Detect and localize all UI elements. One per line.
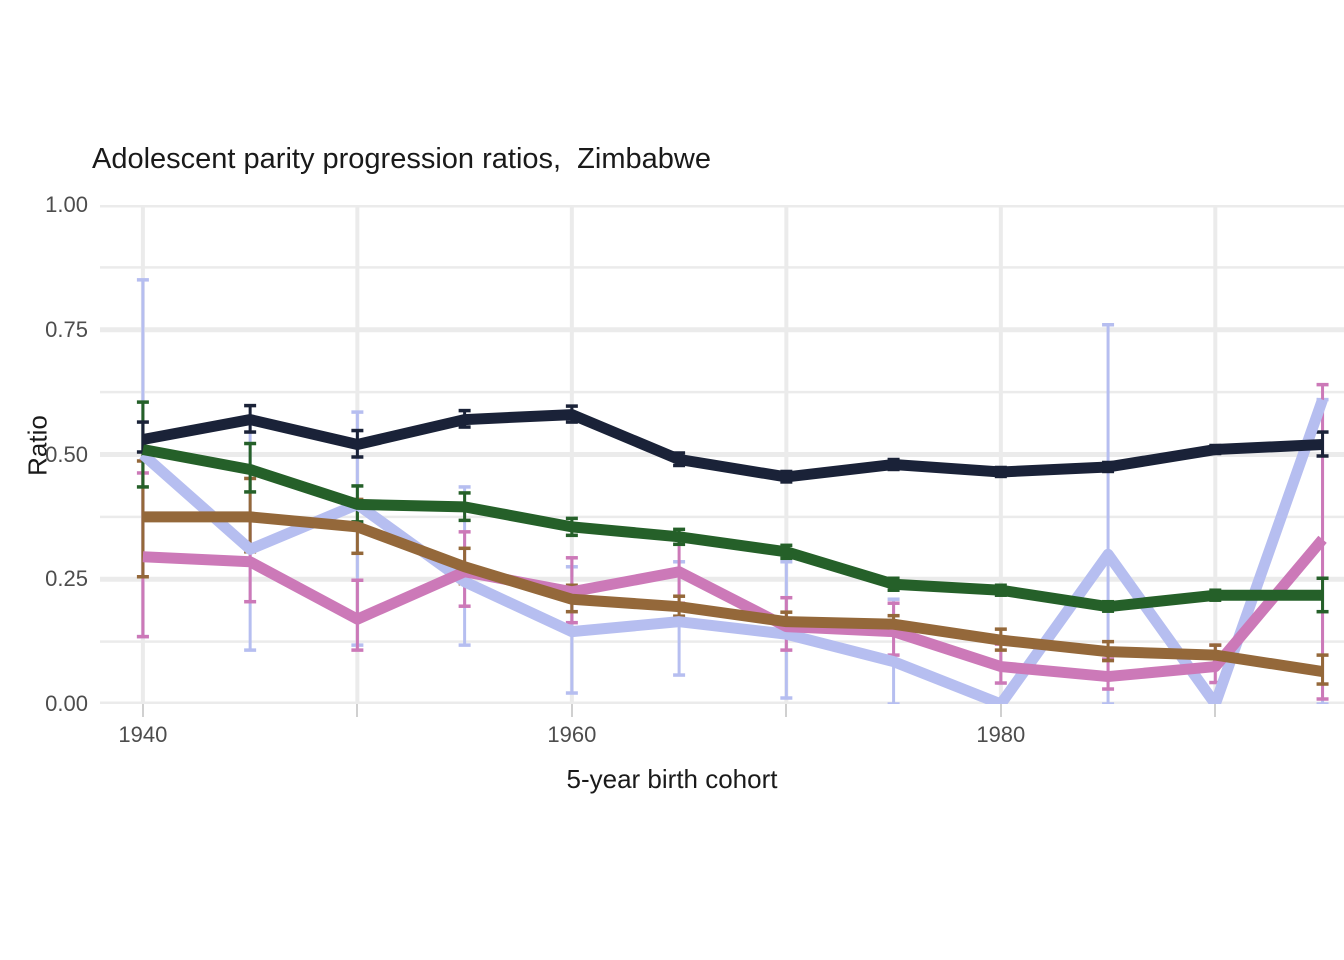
plot-panel bbox=[100, 205, 1344, 704]
y-tick-label: 1.00 bbox=[45, 192, 88, 217]
series-line-none-to-1st-birth bbox=[141, 409, 1323, 483]
x-tick-mark bbox=[785, 704, 788, 717]
series-line-2nd-to-3rd-birth bbox=[142, 511, 1324, 677]
x-tick-mark bbox=[1214, 704, 1217, 717]
x-tick-label: 1960 bbox=[547, 722, 597, 747]
x-axis-title: 5-year birth cohort bbox=[566, 764, 778, 794]
y-tick-label: 0.00 bbox=[45, 691, 88, 716]
series-line-3rd-to-4th-birth bbox=[142, 535, 1327, 683]
x-tick-mark bbox=[356, 704, 359, 717]
x-tick-mark bbox=[141, 704, 144, 717]
series-line-4th-to-5th-birth bbox=[139, 397, 1328, 704]
x-tick-mark bbox=[999, 704, 1002, 717]
legend: Progression ratio from none to 1st birth… bbox=[0, 836, 1344, 960]
x-tick-label: 1980 bbox=[976, 722, 1026, 747]
y-tick-label: 0.75 bbox=[45, 316, 88, 342]
x-tick-mark bbox=[570, 704, 573, 717]
series-line-1st-to-2nd-birth bbox=[141, 444, 1323, 613]
plot-svg bbox=[100, 205, 1344, 704]
x-tick-label: 1940 bbox=[118, 722, 168, 747]
y-tick-label: 0.25 bbox=[45, 566, 88, 592]
y-tick-label: 0.50 bbox=[45, 441, 88, 467]
chart-title: Adolescent parity progression ratios, Zi… bbox=[92, 143, 711, 175]
